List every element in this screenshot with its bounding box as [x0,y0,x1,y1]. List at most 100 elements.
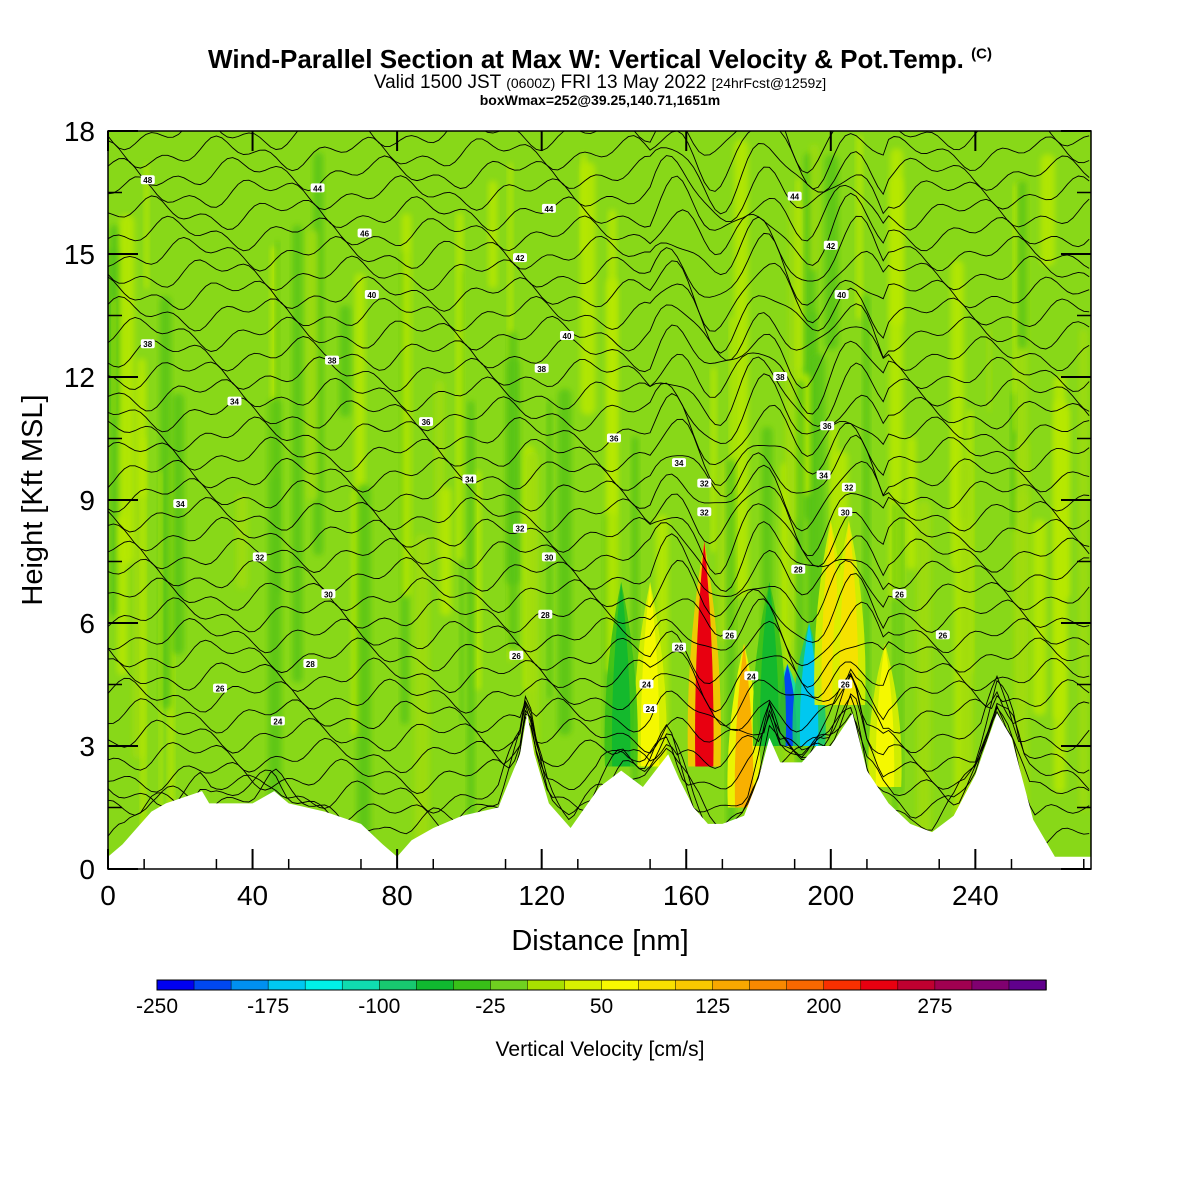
chart-subtitle-2: boxWmax=252@39.25,140.71,1651m [479,92,721,108]
theta-label: 26 [509,650,524,661]
theta-label-text: 34 [230,398,239,407]
theta-label: 30 [321,589,336,599]
texture-streak [508,331,518,651]
theta-label-text: 32 [516,525,525,534]
theta-label: 34 [173,499,188,509]
texture-streak [717,460,729,642]
theta-label: 24 [744,671,759,681]
texture-streak [1017,180,1027,349]
texture-streak [292,224,303,683]
colorbar-swatch [453,979,492,991]
updraft [875,643,895,787]
theta-label-text: 30 [324,590,333,599]
theta-label: 40 [834,290,849,300]
theta-label: 48 [140,175,155,185]
copyright-mark: (C) [971,45,992,63]
theta-label-text: 34 [176,500,185,509]
texture-streak [631,436,639,834]
colorbar-tick-label: -175 [247,995,289,1018]
texture-streak [856,135,863,320]
theta-contour [108,598,1090,667]
theta-label-text: 48 [143,176,152,185]
chart-subtitle: Valid 1500 JST (0600Z) FRI 13 May 2022 [… [373,72,827,93]
downdraft [760,582,779,746]
texture-streak [268,398,282,822]
colorbar-swatch [786,979,825,991]
theta-label-text: 24 [273,717,282,726]
texture-streak [787,420,795,637]
theta-label: 42 [512,253,527,263]
colorbar-swatch [193,979,232,991]
theta-contour [108,461,1090,532]
theta-label-text: 26 [841,681,850,690]
x-tick-labels: 0 40 80 120 160 200 240 [100,880,999,911]
colorbar-swatch [638,979,677,991]
y-tick-label: 12 [64,362,95,393]
colorbar-swatch [379,979,418,991]
theta-label: 40 [364,290,379,300]
colorbar-swatch [934,979,973,991]
colorbar-label: Vertical Velocity [cm/s] [495,1038,705,1061]
theta-label-text: 44 [544,205,553,214]
theta-contour [108,620,1090,688]
texture-streak [558,388,572,736]
theta-contour [108,668,1090,727]
theta-label-text: 26 [675,644,684,653]
x-tick-label: 240 [952,880,999,911]
colorbar-swatch [971,979,1010,991]
theta-label-text: 26 [725,631,734,640]
theta-label: 44 [541,203,556,214]
theta-label: 34 [462,474,477,485]
texture-streak [401,213,412,597]
theta-contour [108,674,1090,734]
texture-streak [606,278,619,674]
terrain [108,713,1091,869]
theta-label-text: 38 [537,365,546,374]
texture-streak [547,399,553,700]
texture-streak [1016,441,1029,705]
theta-label-text: 36 [610,435,619,444]
texture-streak [473,470,481,691]
texture-streak [1013,184,1017,432]
theta-contour [108,131,1090,192]
theta-labels: 48 44 46 44 44 42 42 40 40 40 38 38 38 38 34 36 36 36 34 34… [140,175,950,726]
texture-streak [1053,375,1066,794]
x-axis-label: Distance [nm] [511,925,688,957]
theta-label-text: 32 [255,553,264,562]
downdraft [799,623,819,746]
theta-contour [108,573,1090,643]
theta-label: 34 [816,470,831,480]
y-axis-label: Height [Kft MSL] [17,394,49,605]
colorbar-tick-label: 200 [806,995,841,1018]
theta-label: 44 [787,191,802,202]
texture-streak [916,500,931,867]
theta-label-text: 36 [422,418,431,427]
colorbar-swatch [527,979,566,991]
colorbar-swatch [341,979,381,991]
theta-contour [108,232,1090,306]
theta-label: 32 [252,552,267,562]
colorbar-swatch [601,979,640,991]
theta-label-text: 34 [675,459,684,468]
colorbar-frame [156,979,1047,991]
theta-contour [108,155,1090,222]
theta-label: 26 [672,642,687,653]
colorbar-swatch [230,979,269,991]
theta-label: 26 [838,679,853,690]
theta-label-text: 24 [747,672,756,681]
theta-contour [108,192,1090,266]
colorbar-swatch [749,979,788,991]
texture-streak [354,273,365,493]
theta-contour [108,672,1090,774]
theta-contour [108,503,1090,575]
texture-streak [467,400,475,869]
theta-label-text: 26 [216,685,225,694]
theta-contour [108,521,1090,592]
colorbar-swatch [564,979,603,991]
theta-label: 24 [639,679,654,690]
texture-streak [580,153,587,252]
vertical-velocity-features [604,520,902,808]
texture-streak [959,461,973,861]
x-tick-label: 80 [382,880,413,911]
theta-label: 32 [697,478,712,489]
